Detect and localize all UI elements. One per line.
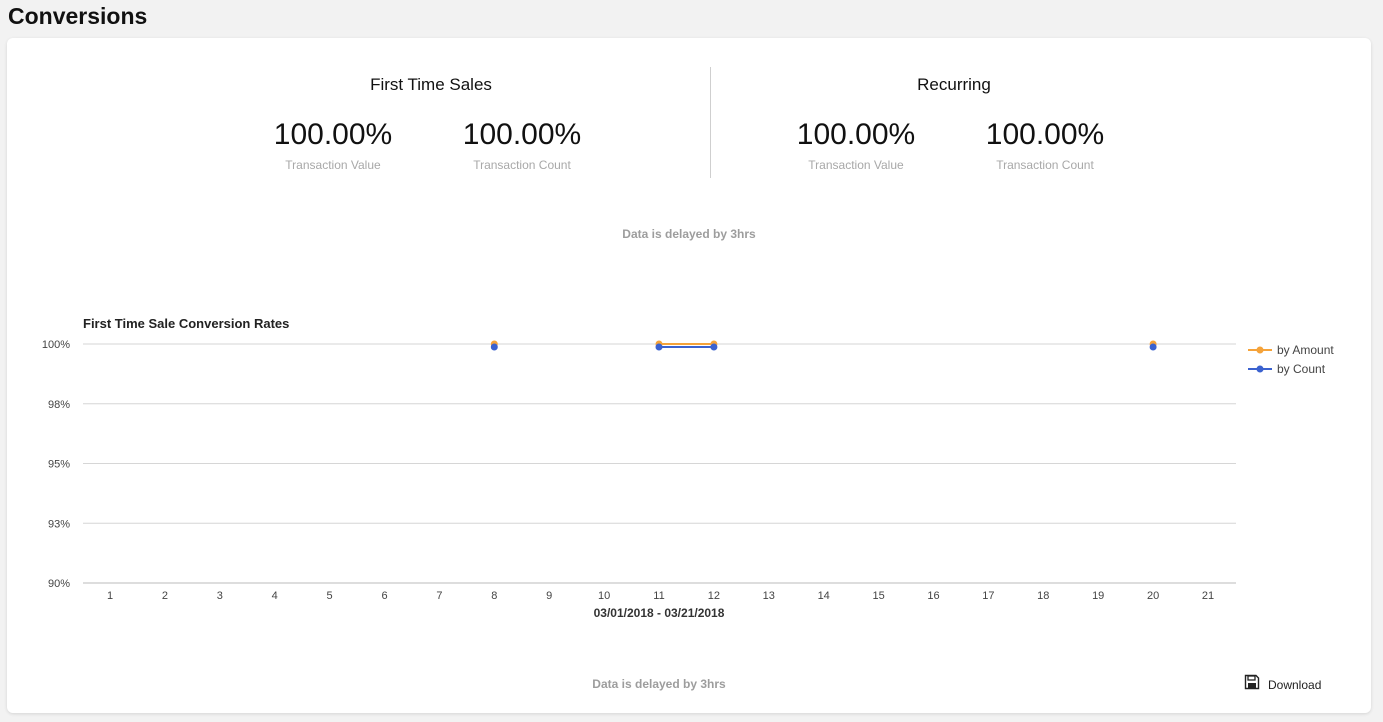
x-tick-label: 8 <box>491 590 497 602</box>
download-button[interactable]: Download <box>1244 674 1321 695</box>
x-axis-label: 03/01/2018 - 03/21/2018 <box>594 606 725 620</box>
page-title: Conversions <box>8 3 148 29</box>
metric-value: 100.00% <box>796 118 916 151</box>
x-tick-label: 1 <box>107 590 113 602</box>
x-tick-label: 18 <box>1037 590 1049 602</box>
y-tick-label: 100% <box>42 339 70 351</box>
x-tick-label: 7 <box>436 590 442 602</box>
x-tick-label: 6 <box>381 590 387 602</box>
metric-label: Transaction Value <box>808 158 904 172</box>
data-delay-note: Data is delayed by 3hrs <box>622 227 756 241</box>
legend-label: by Amount <box>1277 343 1334 357</box>
x-tick-label: 4 <box>272 590 278 602</box>
section-title: Recurring <box>917 75 991 94</box>
x-tick-label: 20 <box>1147 590 1159 602</box>
metric-label: Transaction Count <box>996 158 1094 172</box>
x-tick-label: 13 <box>763 590 775 602</box>
metric-transaction-value: 100.00% Transaction Value <box>238 118 428 172</box>
section-divider <box>710 67 711 178</box>
x-tick-label: 11 <box>653 590 664 602</box>
legend-swatch-marker <box>1256 346 1264 354</box>
data-point <box>710 343 718 351</box>
x-tick-label: 9 <box>546 590 552 602</box>
conversion-rate-chart: First Time Sale Conversion Rates 100% 98% 9… <box>42 316 1335 620</box>
metric-value: 100.00% <box>273 118 393 151</box>
metric-transaction-value: 100.00% Transaction Value <box>761 118 951 172</box>
data-point <box>490 343 498 351</box>
chart-title: First Time Sale Conversion Rates <box>83 316 289 331</box>
x-tick-label: 19 <box>1092 590 1104 602</box>
x-tick-label: 21 <box>1202 590 1214 602</box>
conversions-card: First Time Sales 100.00% Transaction Val… <box>7 38 1371 713</box>
metric-label: Transaction Count <box>473 158 571 172</box>
x-tick-label: 12 <box>708 590 720 602</box>
x-tick-label: 14 <box>818 590 830 602</box>
x-tick-label: 2 <box>162 590 168 602</box>
data-point <box>1149 343 1157 351</box>
y-tick-label: 90% <box>48 578 70 590</box>
metric-label: Transaction Value <box>285 158 381 172</box>
x-tick-label: 5 <box>327 590 333 602</box>
download-label: Download <box>1268 677 1322 692</box>
save-icon <box>1244 674 1260 695</box>
legend-swatch-marker <box>1256 365 1264 373</box>
y-tick-label: 95% <box>48 459 70 471</box>
legend-label: by Count <box>1277 362 1326 376</box>
metric-value: 100.00% <box>985 118 1105 151</box>
x-tick-label: 10 <box>598 590 610 602</box>
y-tick-label: 93% <box>48 518 70 530</box>
metric-transaction-count: 100.00% Transaction Count <box>427 118 617 172</box>
x-tick-label: 3 <box>217 590 223 602</box>
data-point <box>655 343 663 351</box>
metric-value: 100.00% <box>462 118 582 151</box>
x-tick-label: 16 <box>927 590 939 602</box>
y-tick-label: 98% <box>48 399 70 411</box>
metric-transaction-count: 100.00% Transaction Count <box>950 118 1140 172</box>
data-delay-note-footer: Data is delayed by 3hrs <box>592 677 726 691</box>
x-tick-label: 17 <box>982 590 994 602</box>
x-tick-label: 15 <box>872 590 884 602</box>
section-title: First Time Sales <box>370 75 492 94</box>
